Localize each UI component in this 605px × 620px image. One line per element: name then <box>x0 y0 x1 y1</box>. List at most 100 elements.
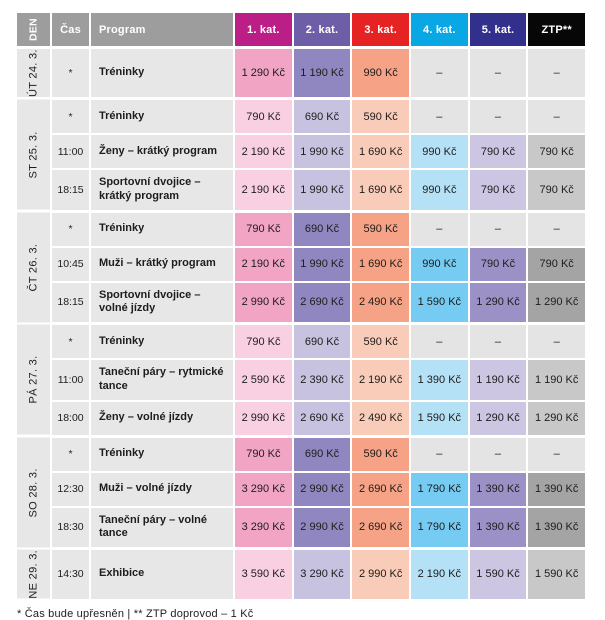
column-header-time: Čas <box>52 13 89 46</box>
day-group: ST 25. 3. * Tréninky 790 Kč 690 Kč 590 Kč – – –1… <box>17 100 585 210</box>
price-cell-kat-3: 1 690 Kč <box>352 135 409 168</box>
program-cell: Tréninky <box>91 325 233 358</box>
category-header-5: 5. kat. <box>469 13 527 46</box>
category-header-1: 1. kat. <box>235 13 292 46</box>
price-cell-kat-5: 1 590 Kč <box>469 550 527 599</box>
price-cell-kat-3: 590 Kč <box>352 100 409 133</box>
price-cell-kat-1: 2 190 Kč <box>235 247 292 281</box>
price-cell-kat-5: 790 Kč <box>469 247 527 281</box>
price-cell-kat-5: – <box>469 212 527 246</box>
day-group: PÁ 27. 3. * Tréninky 790 Kč 690 Kč 590 Kč – – –1… <box>17 325 585 435</box>
time-cell: 14:30 <box>52 550 89 599</box>
price-cell-kat-3: 2 690 Kč <box>352 472 409 506</box>
price-cell-kat-6: – <box>528 100 585 133</box>
price-cell-kat-2: 2 690 Kč <box>293 401 351 435</box>
day-label: ÚT 24. 3. <box>17 49 50 97</box>
price-cell-kat-3: 1 690 Kč <box>352 170 409 210</box>
program-cell: Tréninky <box>91 212 233 246</box>
price-cell-kat-1: 3 290 Kč <box>235 472 292 506</box>
price-cell-kat-4: 1 590 Kč <box>411 401 468 435</box>
day-label: ČT 26. 3. <box>17 212 50 322</box>
price-cell-kat-1: 2 190 Kč <box>235 170 292 210</box>
program-cell: Tréninky <box>91 49 233 97</box>
price-cell-kat-1: 790 Kč <box>235 100 292 133</box>
price-cell-kat-1: 2 190 Kč <box>235 135 292 168</box>
time-cell: 11:00 <box>52 135 89 168</box>
price-cell-kat-2: 2 690 Kč <box>293 282 351 322</box>
price-cell-kat-2: 1 990 Kč <box>293 247 351 281</box>
price-cell-kat-6: 1 590 Kč <box>528 550 585 599</box>
price-cell-kat-5: – <box>469 437 527 471</box>
price-cell-kat-4: – <box>411 437 468 471</box>
time-cell: 18:00 <box>52 401 89 435</box>
price-cell-kat-2: 690 Kč <box>293 212 351 246</box>
price-cell-kat-5: 1 190 Kč <box>469 360 527 400</box>
program-cell: Ženy – volné jízdy <box>91 401 233 435</box>
price-cell-kat-3: 2 190 Kč <box>352 360 409 400</box>
price-cell-kat-3: 2 490 Kč <box>352 401 409 435</box>
price-cell-kat-6: – <box>528 49 585 97</box>
program-cell: Sportovní dvojice – volné jízdy <box>91 282 233 322</box>
price-cell-kat-1: 2 590 Kč <box>235 360 292 400</box>
price-cell-kat-5: – <box>469 325 527 358</box>
time-cell: 11:00 <box>52 360 89 400</box>
price-cell-kat-4: – <box>411 325 468 358</box>
program-cell: Exhibice <box>91 550 233 599</box>
price-cell-kat-3: 590 Kč <box>352 212 409 246</box>
price-cell-kat-5: 790 Kč <box>469 135 527 168</box>
price-cell-kat-5: – <box>469 49 527 97</box>
price-cell-kat-6: 1 290 Kč <box>528 401 585 435</box>
column-header-program: Program <box>91 13 233 46</box>
price-cell-kat-2: 3 290 Kč <box>293 550 351 599</box>
price-cell-kat-2: 690 Kč <box>293 437 351 471</box>
price-cell-kat-4: 1 390 Kč <box>411 360 468 400</box>
price-cell-kat-2: 2 990 Kč <box>293 507 351 547</box>
price-cell-kat-4: 1 790 Kč <box>411 472 468 506</box>
price-cell-kat-1: 790 Kč <box>235 212 292 246</box>
time-cell: * <box>52 325 89 358</box>
price-cell-kat-2: 2 990 Kč <box>293 472 351 506</box>
day-label: PÁ 27. 3. <box>17 325 50 435</box>
price-cell-kat-1: 2 990 Kč <box>235 401 292 435</box>
time-cell: 10:45 <box>52 247 89 281</box>
price-cell-kat-3: 2 490 Kč <box>352 282 409 322</box>
day-group: ČT 26. 3. * Tréninky 790 Kč 690 Kč 590 Kč – – –1… <box>17 212 585 322</box>
program-cell: Tréninky <box>91 437 233 471</box>
price-cell-kat-3: 590 Kč <box>352 325 409 358</box>
price-cell-kat-6: 790 Kč <box>528 170 585 210</box>
price-cell-kat-5: 1 390 Kč <box>469 472 527 506</box>
price-cell-kat-6: 790 Kč <box>528 135 585 168</box>
program-cell: Sportovní dvojice – krátký program <box>91 170 233 210</box>
price-cell-kat-6: – <box>528 212 585 246</box>
day-group: NE 29. 3. 14:30 Exhibice 3 590 Kč 3 290 Kč 2 … <box>17 550 585 599</box>
price-cell-kat-6: 1 190 Kč <box>528 360 585 400</box>
price-cell-kat-4: – <box>411 49 468 97</box>
category-header-2: 2. kat. <box>293 13 351 46</box>
table-body: ÚT 24. 3. * Tréninky 1 290 Kč 1 190 Kč 990 Kč… <box>17 49 585 599</box>
time-cell: 18:15 <box>52 282 89 322</box>
day-label: ST 25. 3. <box>17 100 50 210</box>
price-cell-kat-1: 3 290 Kč <box>235 507 292 547</box>
price-cell-kat-4: – <box>411 212 468 246</box>
time-cell: * <box>52 49 89 97</box>
price-cell-kat-3: 1 690 Kč <box>352 247 409 281</box>
price-cell-kat-5: 1 290 Kč <box>469 401 527 435</box>
program-cell: Ženy – krátký program <box>91 135 233 168</box>
column-header-day: DEN <box>17 13 50 46</box>
price-cell-kat-4: 990 Kč <box>411 135 468 168</box>
price-cell-kat-3: 2 990 Kč <box>352 550 409 599</box>
time-cell: 12:30 <box>52 472 89 506</box>
time-cell: 18:30 <box>52 507 89 547</box>
price-cell-kat-6: 1 390 Kč <box>528 507 585 547</box>
price-table: DEN Čas Program 1. kat. 2. kat. 3. kat. 4. … <box>17 13 585 620</box>
time-cell: * <box>52 437 89 471</box>
day-group: ÚT 24. 3. * Tréninky 1 290 Kč 1 190 Kč 990 Kč… <box>17 49 585 97</box>
day-group: SO 28. 3. * Tréninky 790 Kč 690 Kč 590 Kč – – –1… <box>17 437 585 547</box>
price-cell-kat-1: 1 290 Kč <box>235 49 292 97</box>
program-cell: Muži – volné jízdy <box>91 472 233 506</box>
price-cell-kat-3: 590 Kč <box>352 437 409 471</box>
price-cell-kat-6: – <box>528 437 585 471</box>
price-cell-kat-3: 990 Kč <box>352 49 409 97</box>
category-header-4: 4. kat. <box>411 13 468 46</box>
price-cell-kat-1: 3 590 Kč <box>235 550 292 599</box>
